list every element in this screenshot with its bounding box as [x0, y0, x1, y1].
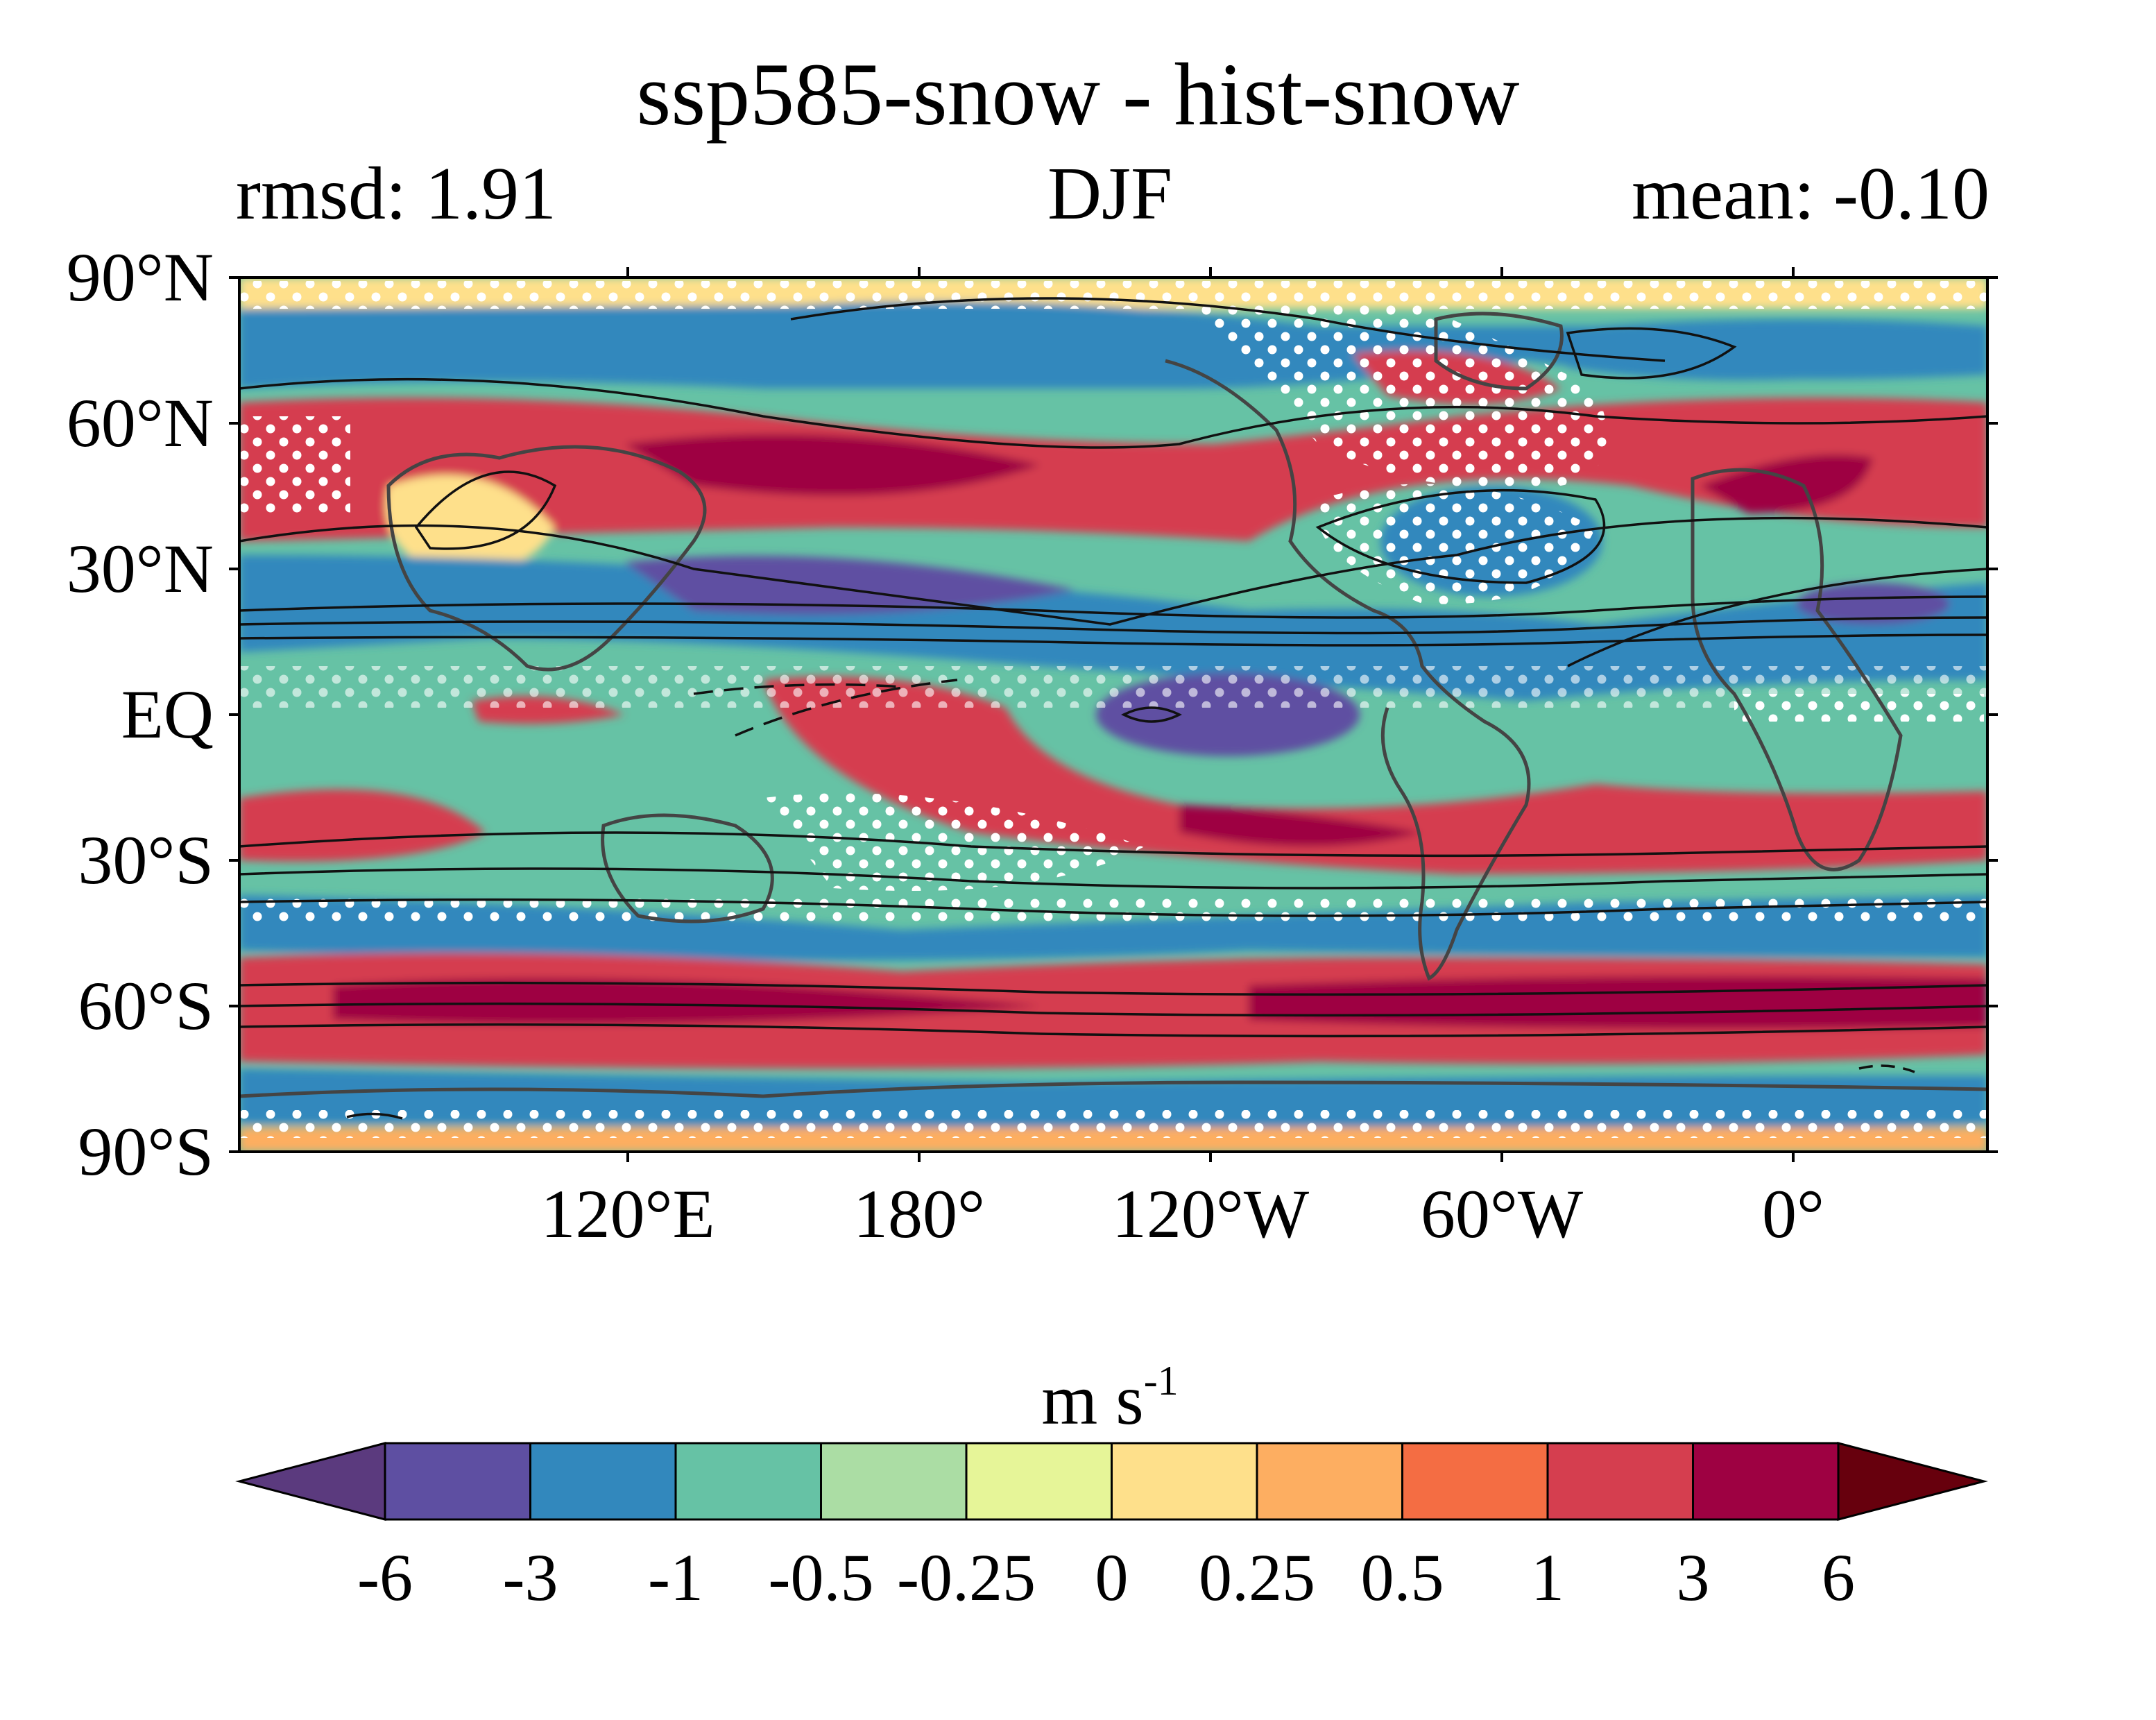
- colorbar-tick-label: -6: [357, 1540, 413, 1615]
- season-label: DJF: [1047, 153, 1173, 235]
- lat-label-30n: 30°N: [66, 530, 214, 607]
- colorbar-segment: [674, 1442, 822, 1521]
- coastlines: [239, 312, 1987, 1098]
- colorbar-tick-label: -0.5: [768, 1540, 874, 1615]
- colorbar-segment: [529, 1442, 677, 1521]
- colorbar-units-exponent: -1: [1143, 1358, 1179, 1404]
- lat-label-90n: 90°N: [66, 239, 214, 316]
- lon-label-180: 180°: [853, 1175, 985, 1252]
- colorbar-segment: [1546, 1442, 1694, 1521]
- colorbar-units: m s-1: [0, 1360, 2156, 1436]
- colorbar-tick-label: -0.25: [897, 1540, 1036, 1615]
- colorbar: [235, 1442, 1988, 1521]
- lat-label-60s: 60°S: [78, 967, 214, 1044]
- colorbar-segment: [965, 1442, 1113, 1521]
- lon-label-120e: 120°E: [540, 1175, 715, 1252]
- lat-label-60n: 60°N: [66, 384, 214, 461]
- colorbar-tick-label: -3: [502, 1540, 558, 1615]
- colorbar-tick-label: 6: [1822, 1540, 1855, 1615]
- lat-ticks: [229, 276, 1998, 1153]
- lat-label-30s: 30°S: [78, 821, 214, 899]
- colorbar-segment: [1692, 1442, 1840, 1521]
- lon-label-120w: 120°W: [1111, 1175, 1310, 1252]
- lat-label-eq: EQ: [121, 676, 214, 753]
- colorbar-segment: [1111, 1442, 1258, 1521]
- colorbar-tick-label: -1: [648, 1540, 703, 1615]
- lon-ticks: [626, 267, 1795, 1162]
- colorbar-tick-label: 0: [1095, 1540, 1129, 1615]
- lon-label-0: 0°: [1762, 1175, 1824, 1252]
- colorbar-tick-label: 3: [1676, 1540, 1710, 1615]
- lon-label-60w: 60°W: [1420, 1175, 1584, 1252]
- colorbar-extend-low: [235, 1442, 386, 1521]
- colorbar-tick-label: 1: [1531, 1540, 1564, 1615]
- map-panel: [239, 278, 1987, 1152]
- colorbar-segment: [820, 1442, 968, 1521]
- colorbar-units-base: m s: [1041, 1360, 1144, 1440]
- lat-label-90s: 90°S: [78, 1113, 214, 1190]
- colorbar-segment: [384, 1442, 531, 1521]
- rmsd-label: rmsd: 1.91: [236, 153, 557, 235]
- map-title: ssp585-snow - hist-snow: [636, 45, 1520, 144]
- map-frame: [229, 267, 1998, 1162]
- colorbar-tick-label: 0.5: [1360, 1540, 1444, 1615]
- colorbar-extend-high: [1837, 1442, 1988, 1521]
- mean-label: mean: -0.10: [1632, 153, 1990, 235]
- colorbar-segment: [1401, 1442, 1549, 1521]
- colorbar-tick-label: 0.25: [1199, 1540, 1315, 1615]
- significance-stippling: [239, 281, 1987, 1138]
- colorbar-segment: [1256, 1442, 1403, 1521]
- climatology-contours: [239, 297, 1987, 1120]
